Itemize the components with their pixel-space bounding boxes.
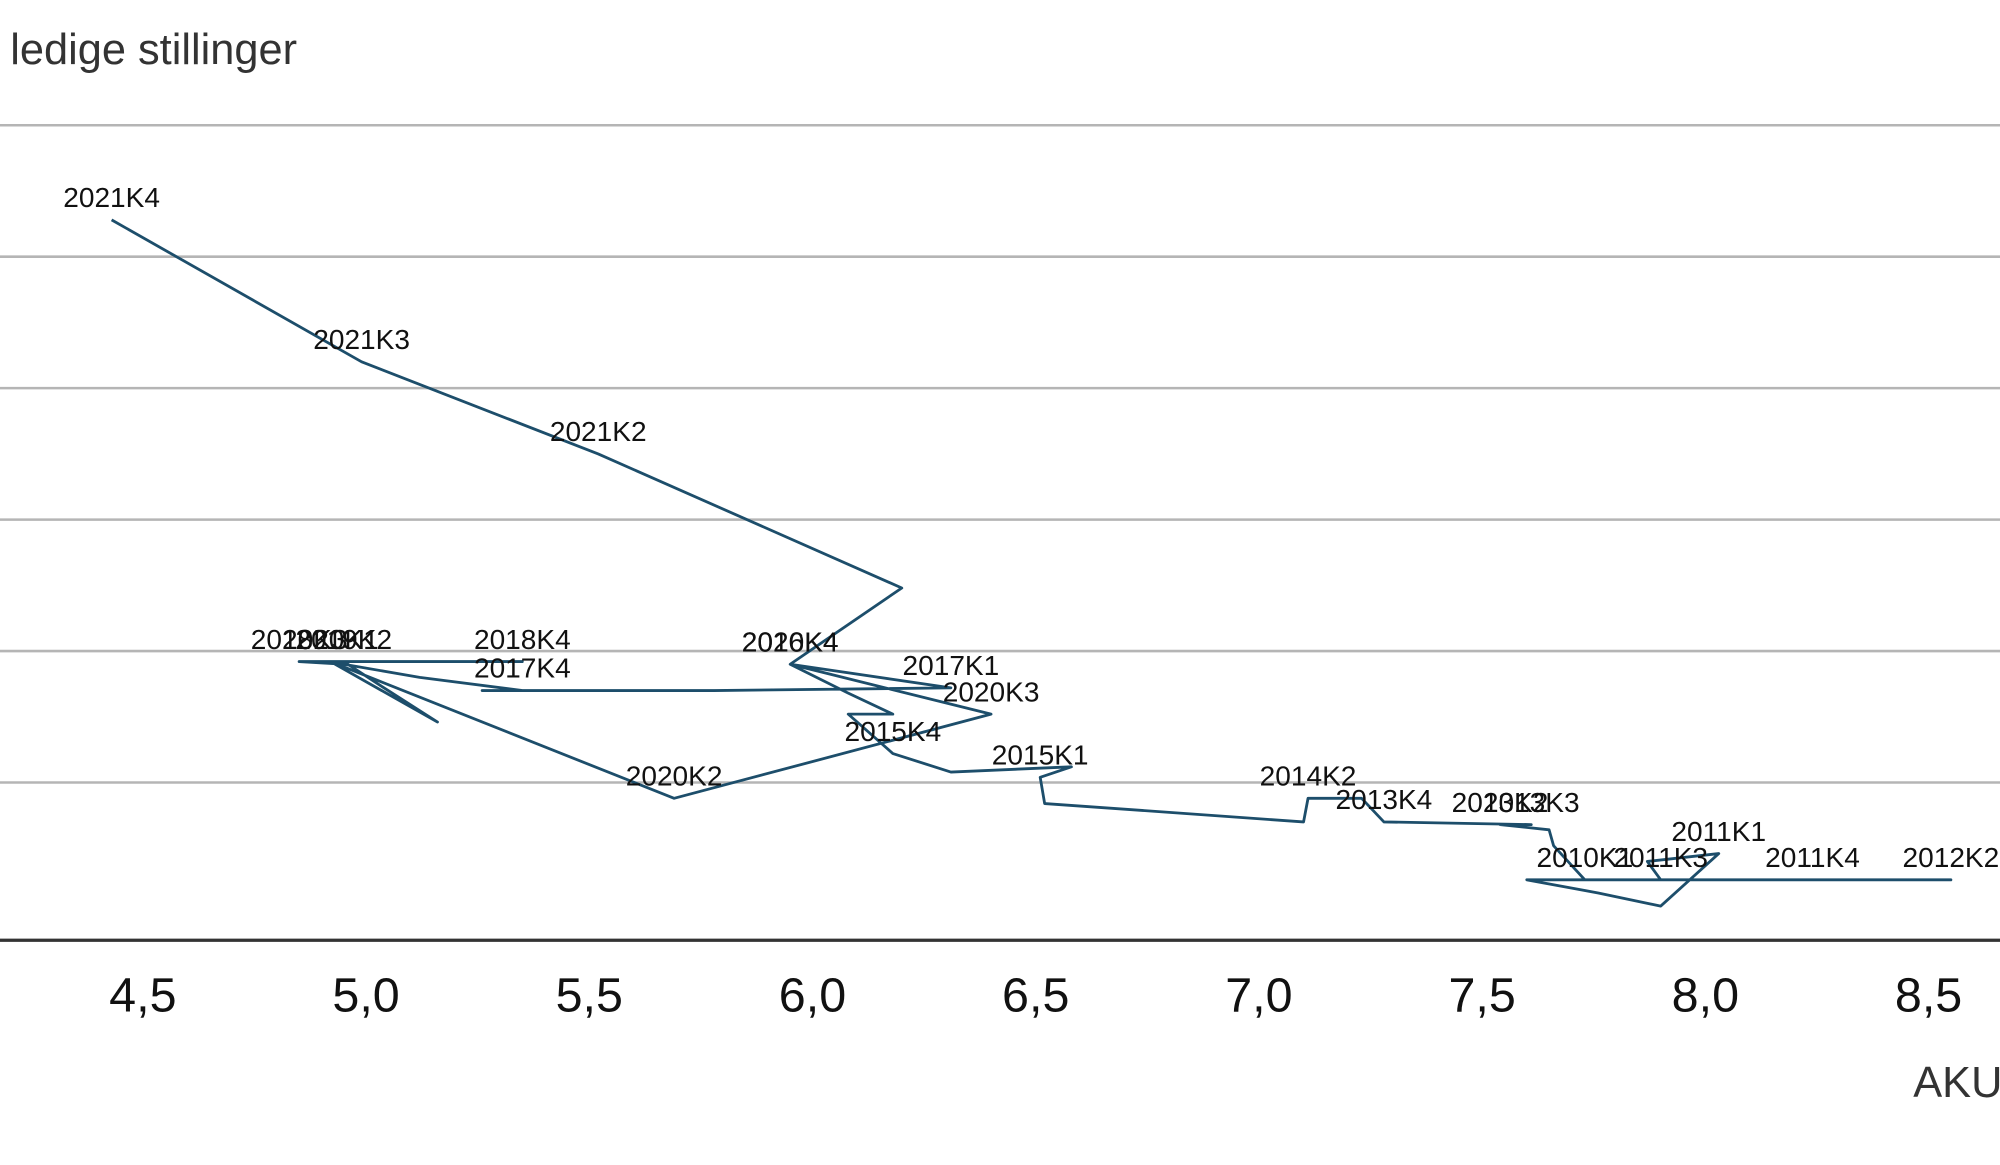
point-label: 2011K3 (1613, 842, 1708, 873)
point-label: 2013K3 (1483, 787, 1580, 818)
x-tick-label: 6,5 (1002, 969, 1069, 1023)
x-tick-label: 8,5 (1895, 969, 1962, 1023)
point-label: 2018K4 (474, 624, 571, 655)
x-tick-label: 8,0 (1672, 969, 1739, 1023)
point-label: 2017K4 (474, 653, 571, 684)
point-label: 2021K2 (550, 416, 647, 447)
x-tick-label: 4,5 (109, 969, 176, 1023)
y-axis-label: ledige stillinger (10, 26, 297, 74)
x-tick-label: 7,0 (1225, 969, 1292, 1023)
point-label: 2015K1 (992, 740, 1089, 771)
point-label: 2014K2 (1260, 761, 1357, 792)
point-label: 2011K4 (1765, 842, 1860, 873)
point-label: 2013K2 (1452, 787, 1549, 818)
point-label: 2021K3 (313, 324, 410, 355)
point-label: 2017K1 (903, 650, 1000, 681)
point-label: 2020K3 (943, 676, 1040, 707)
point-label: 2016K4 (742, 626, 839, 657)
data-line (110, 218, 1953, 908)
x-tick-label: 5,5 (556, 969, 623, 1023)
point-label: 2013K4 (1336, 784, 1433, 815)
point-label: 2019K2 (295, 624, 392, 655)
point-label: 2018K3 (251, 624, 348, 655)
point-label: 2020K2 (626, 761, 723, 792)
x-axis-label: AKU (1913, 1059, 2000, 1107)
point-label: 2020K1 (282, 624, 379, 655)
point-label: 2010K1 (1536, 842, 1633, 873)
x-tick-label: 7,5 (1448, 969, 1515, 1023)
x-tick-label: 6,0 (779, 969, 846, 1023)
point-label: 2015K4 (845, 716, 942, 747)
x-tick-label: 5,0 (332, 969, 399, 1023)
point-label: 2021K4 (63, 182, 160, 213)
point-label: 2012K2 (1903, 842, 2000, 873)
point-label: 2011K1 (1671, 816, 1766, 847)
point-label: 2020K4 (742, 626, 839, 657)
